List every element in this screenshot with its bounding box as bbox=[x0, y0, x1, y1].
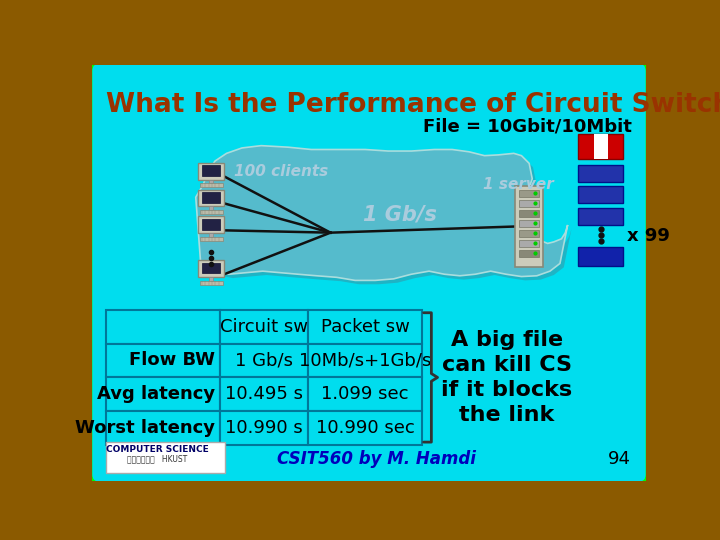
Bar bbox=[519, 240, 539, 247]
Bar bbox=[199, 281, 222, 285]
Bar bbox=[220, 309, 308, 343]
Text: What Is the Performance of Circuit Switching?: What Is the Performance of Circuit Switc… bbox=[106, 92, 720, 118]
Text: 1 Gb/s: 1 Gb/s bbox=[363, 205, 437, 225]
Bar bbox=[220, 411, 308, 445]
Polygon shape bbox=[199, 150, 572, 284]
Text: 10.495 s: 10.495 s bbox=[225, 386, 303, 403]
Bar bbox=[519, 200, 539, 207]
Bar bbox=[202, 165, 220, 176]
Bar bbox=[106, 309, 220, 343]
Bar bbox=[220, 377, 308, 411]
Text: 94: 94 bbox=[608, 450, 631, 468]
Text: x 99: x 99 bbox=[627, 227, 670, 245]
Text: 1 Gb/s: 1 Gb/s bbox=[235, 352, 293, 369]
Text: File = 10Gbit/10Mbit: File = 10Gbit/10Mbit bbox=[423, 117, 631, 136]
Polygon shape bbox=[196, 146, 567, 280]
Bar bbox=[594, 134, 608, 159]
Bar bbox=[209, 179, 213, 184]
Bar bbox=[578, 208, 623, 225]
Text: 100 clients: 100 clients bbox=[234, 164, 328, 179]
Text: Flow BW: Flow BW bbox=[129, 352, 215, 369]
Bar bbox=[202, 262, 220, 273]
Bar bbox=[308, 377, 422, 411]
Bar bbox=[519, 190, 539, 197]
Bar bbox=[209, 278, 213, 281]
Bar bbox=[202, 219, 220, 230]
Bar bbox=[106, 343, 220, 377]
Bar bbox=[578, 134, 623, 159]
Text: Packet sw: Packet sw bbox=[320, 318, 410, 335]
Bar bbox=[308, 411, 422, 445]
Bar bbox=[209, 206, 213, 211]
Bar bbox=[519, 249, 539, 257]
Bar bbox=[202, 192, 220, 202]
Bar bbox=[519, 220, 539, 227]
Bar bbox=[308, 343, 422, 377]
Text: Worst latency: Worst latency bbox=[75, 419, 215, 437]
Text: A big file
can kill CS
if it blocks
the link: A big file can kill CS if it blocks the … bbox=[441, 330, 572, 424]
Bar bbox=[209, 233, 213, 237]
Bar bbox=[198, 217, 224, 233]
Text: 10Mb/s+1Gb/s: 10Mb/s+1Gb/s bbox=[299, 352, 431, 369]
Bar bbox=[578, 247, 623, 266]
Bar bbox=[198, 260, 224, 278]
Bar bbox=[106, 411, 220, 445]
Text: COMPUTER SCIENCE: COMPUTER SCIENCE bbox=[106, 446, 209, 454]
Bar bbox=[220, 343, 308, 377]
Text: CSIT560 by M. Hamdi: CSIT560 by M. Hamdi bbox=[277, 450, 476, 468]
Text: 1 server: 1 server bbox=[483, 177, 554, 192]
Text: 10.990 sec: 10.990 sec bbox=[316, 419, 415, 437]
Bar bbox=[199, 237, 222, 241]
Bar bbox=[198, 163, 224, 179]
Bar bbox=[199, 211, 222, 214]
Bar bbox=[199, 184, 222, 187]
Text: Avg latency: Avg latency bbox=[97, 386, 215, 403]
Text: Circuit sw: Circuit sw bbox=[220, 318, 308, 335]
Bar bbox=[516, 186, 543, 267]
Bar bbox=[106, 442, 225, 473]
Bar bbox=[519, 210, 539, 217]
Bar bbox=[519, 230, 539, 237]
Bar bbox=[198, 190, 224, 206]
Bar bbox=[578, 186, 623, 204]
Text: 1.099 sec: 1.099 sec bbox=[321, 386, 409, 403]
Bar bbox=[308, 309, 422, 343]
FancyBboxPatch shape bbox=[90, 62, 648, 484]
Bar bbox=[106, 377, 220, 411]
Bar bbox=[578, 165, 623, 182]
Text: 10.990 s: 10.990 s bbox=[225, 419, 303, 437]
Text: 計算機科學系   HKUST: 計算機科學系 HKUST bbox=[127, 455, 187, 463]
